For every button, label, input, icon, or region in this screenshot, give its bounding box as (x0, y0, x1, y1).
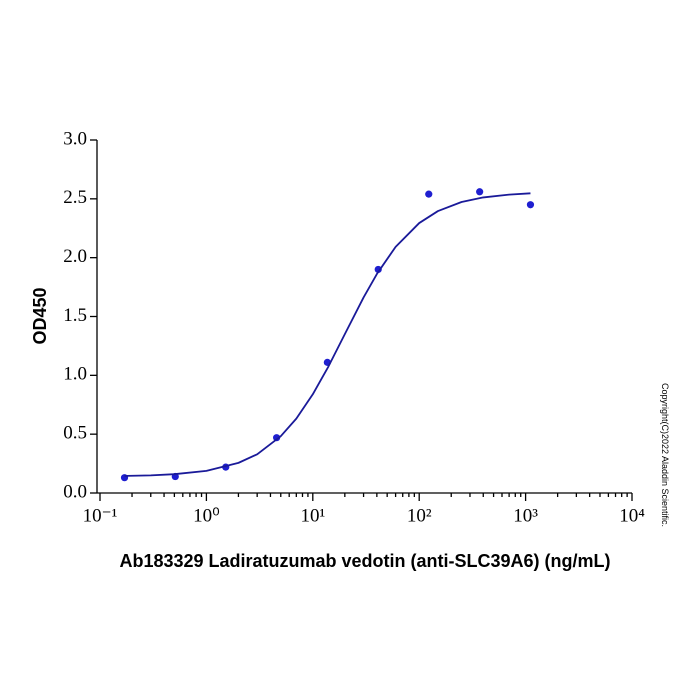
y-tick-label: 0.5 (63, 423, 87, 444)
y-tick-label: 3.0 (63, 128, 87, 149)
y-tick-label: 2.0 (63, 246, 87, 267)
x-tick-label: 10⁻¹ (83, 505, 118, 526)
x-tick-label: 10³ (513, 505, 538, 526)
data-point (374, 265, 382, 274)
copyright: Copyright(C)2022 Aladdin Scientific. (660, 383, 670, 527)
x-tick-label: 10⁰ (193, 505, 220, 526)
y-tick-label: 1.0 (63, 364, 87, 385)
data-point (273, 434, 281, 442)
x-tick-label: 10² (407, 505, 432, 526)
data-point (425, 190, 433, 198)
x-tick-label: 10⁴ (619, 505, 645, 526)
data-point (476, 188, 484, 196)
y-tick-label: 0.0 (63, 481, 87, 502)
y-tick-label: 1.5 (63, 305, 87, 326)
y-axis-label: OD450 (30, 287, 50, 344)
data-point (526, 201, 535, 209)
fit-curve (124, 192, 531, 477)
x-axis-label: Ab183329 Ladiratuzumab vedotin (anti-SLC… (119, 551, 610, 571)
x-tick-label: 10¹ (300, 505, 325, 526)
y-tick-label: 2.5 (63, 187, 87, 208)
